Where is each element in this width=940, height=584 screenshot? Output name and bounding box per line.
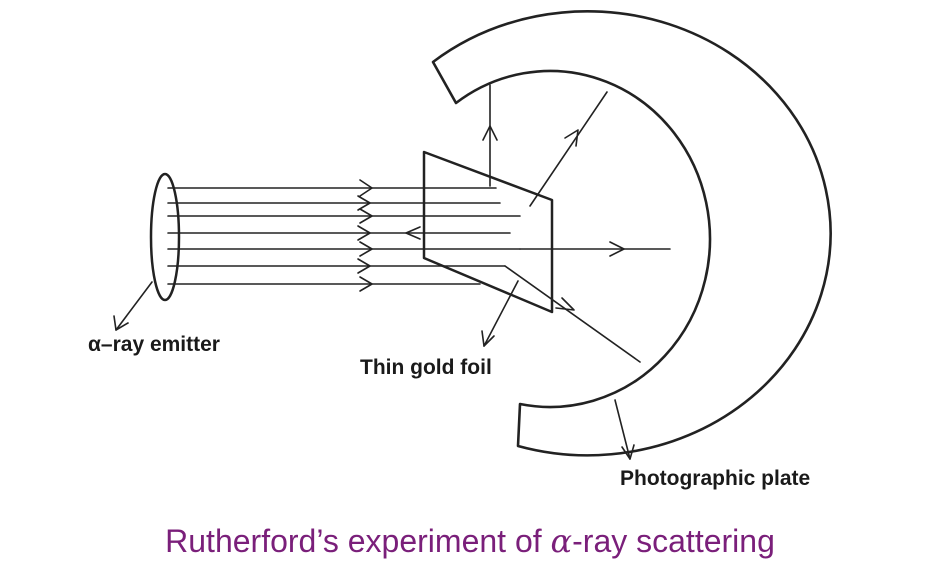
emitter-label: α–ray emitter	[88, 333, 220, 356]
beam-arrowheads	[357, 179, 421, 292]
label-pointers	[113, 280, 635, 460]
caption-text-before: Rutherford’s experiment of	[165, 523, 551, 559]
caption-text-after: -ray scattering	[572, 523, 775, 559]
foil-label: Thin gold foil	[360, 356, 492, 379]
alpha-ray-emitter	[149, 172, 181, 302]
diagram-caption: Rutherford’s experiment of α-ray scatter…	[0, 522, 940, 560]
plate-label: Photographic plate	[620, 467, 811, 490]
incident-beams	[167, 187, 521, 285]
photographic-plate	[431, 9, 832, 457]
deflected-rays	[482, 84, 641, 363]
thin-gold-foil	[422, 150, 554, 314]
caption-alpha-symbol: α	[550, 522, 573, 560]
